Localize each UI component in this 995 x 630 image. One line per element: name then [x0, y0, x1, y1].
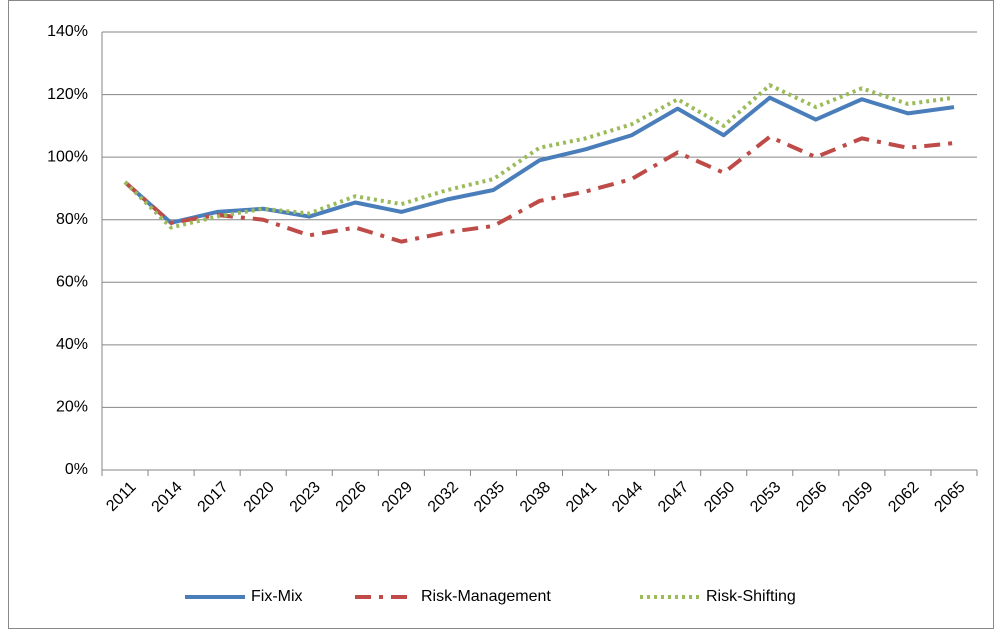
y-tick-label: 20%	[56, 399, 88, 416]
y-tick-label: 40%	[56, 336, 88, 353]
series-line	[123, 83, 955, 230]
series-line	[123, 95, 955, 225]
y-tick-label: 120%	[47, 86, 88, 103]
chart-border	[8, 0, 994, 629]
series-line	[123, 134, 955, 244]
y-tick-label: 0%	[65, 461, 88, 478]
y-tick-label: 100%	[47, 148, 88, 165]
y-tick-label: 60%	[56, 274, 88, 291]
y-tick-label: 140%	[47, 23, 88, 40]
legend-label: Risk-Shifting	[706, 588, 796, 605]
legend-label: Risk-Management	[421, 588, 551, 605]
legend-label: Fix-Mix	[251, 588, 303, 605]
y-tick-label: 80%	[56, 211, 88, 228]
